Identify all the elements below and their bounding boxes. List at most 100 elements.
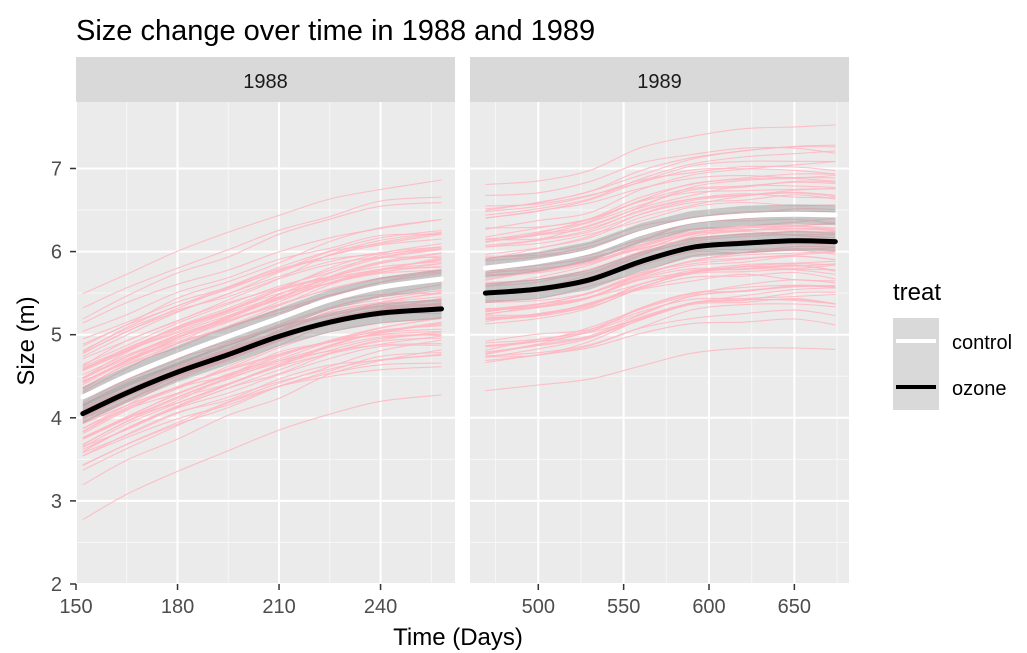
individual-line [82,292,442,429]
individual-line [485,231,836,287]
individual-line [82,179,442,295]
individual-line [82,317,442,445]
individual-line [485,287,836,358]
confidence-band-control [485,204,836,279]
strip-1988 [76,57,455,102]
individual-line [485,285,836,354]
individual-line [82,265,442,371]
legend-title: treat [893,279,941,306]
individual-line [485,192,836,255]
individual-line [82,339,442,467]
individual-line [82,344,442,453]
individual-line [82,201,442,320]
x-tick-label: 500 [522,596,555,618]
individual-line [82,323,442,439]
individual-line [485,173,836,243]
individual-line [485,181,836,238]
individual-line [485,255,836,312]
strip-1989 [470,57,849,102]
legend-label-control: control [952,332,1012,354]
y-tick-label: 5 [51,325,62,347]
individual-line [485,194,836,248]
individual-line [485,224,836,277]
x-tick-label: 210 [262,596,295,618]
individual-line [82,269,442,378]
individual-line [82,255,442,369]
individual-line [485,303,836,362]
y-tick-label: 6 [51,242,62,264]
individual-line [82,333,442,446]
y-tick-label: 4 [51,408,62,430]
panel-1988: 1988 [75,57,455,585]
individual-line [485,251,836,311]
x-tick-label: 180 [161,596,194,618]
chart-title: Size change over time in 1988 and 1989 [76,15,595,47]
individual-line [485,279,836,348]
confidence-band-control [82,269,442,407]
individual-line [82,243,442,379]
individual-line [82,218,442,324]
individual-line [82,394,442,521]
x-tick-label: 550 [607,596,640,618]
individual-lines [485,124,836,392]
individual-line [485,146,836,196]
individual-line [82,246,442,383]
x-axis: 150 180 210 240 500 550 600 650 [59,584,811,618]
x-tick-label: 650 [778,596,811,618]
individual-line [485,124,836,186]
x-tick-label: 240 [364,596,397,618]
series-line-ozone [80,306,444,417]
individual-line [485,191,836,241]
individual-line [82,333,442,440]
individual-line [485,248,836,293]
individual-line [485,161,836,230]
individual-line [82,321,442,448]
individual-line [485,347,836,392]
individual-line [82,325,442,430]
individual-line [82,337,442,447]
strip-label: 1989 [637,71,682,93]
individual-lines [82,179,442,521]
y-tick-label: 2 [51,574,62,596]
individual-line [485,227,836,271]
x-axis-title: Time (Days) [393,624,523,651]
individual-line [485,144,836,212]
individual-line [485,175,836,219]
individual-line [485,150,836,216]
individual-line [485,271,836,321]
individual-line [82,269,442,368]
individual-line [82,354,442,454]
individual-line [485,263,836,321]
y-tick-label: 7 [51,158,62,180]
legend: treat control ozone [893,279,1012,410]
x-tick-label: 150 [59,596,92,618]
series-line-ozone [482,238,838,296]
individual-line [485,193,836,240]
individual-line [485,249,836,302]
x-tick-label: 600 [692,596,725,618]
individual-line [485,284,836,344]
individual-line [82,257,442,386]
y-axis-title: Size (m) [13,296,40,385]
legend-label-ozone: ozone [952,378,1007,400]
individual-line [82,233,442,354]
panel-1989: 1989 [470,57,849,585]
individual-line [485,188,836,229]
individual-line [82,334,442,425]
individual-line [485,227,836,274]
individual-line [485,293,836,353]
individual-line [82,252,442,382]
individual-line [485,165,836,213]
individual-line [485,309,836,357]
individual-line [82,196,442,309]
individual-line [82,349,442,486]
individual-line [485,201,836,248]
individual-line [82,246,442,358]
individual-line [82,233,442,332]
y-axis: 2 3 4 5 6 7 [51,158,76,596]
individual-line [82,352,442,471]
strip-label: 1988 [243,71,288,93]
individual-line [82,366,442,457]
individual-line [82,293,442,379]
